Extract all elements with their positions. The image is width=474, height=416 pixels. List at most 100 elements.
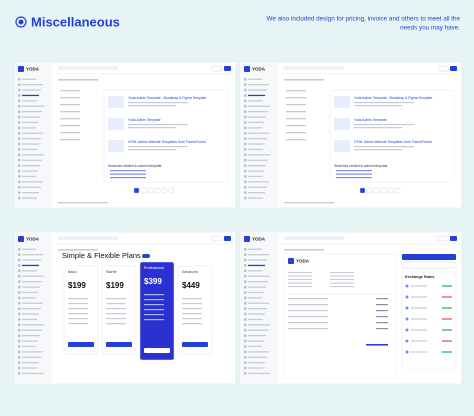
logo: YODA (252, 67, 266, 72)
sidebar (14, 62, 52, 208)
nav-icon (244, 280, 247, 283)
item-line (288, 310, 328, 312)
result-snippet (354, 146, 414, 148)
nav-item (248, 165, 266, 167)
nav-item (22, 345, 36, 348)
plan-card (177, 265, 213, 355)
nav-icon (244, 329, 247, 332)
page-btn (168, 187, 175, 194)
result-snippet (354, 124, 414, 126)
filter-line (286, 139, 306, 141)
nav-item (22, 308, 41, 310)
thumb (108, 140, 124, 152)
nav-icon (244, 153, 247, 157)
nav-icon (244, 350, 247, 354)
nav-icon (18, 105, 21, 108)
nav-icon (18, 366, 21, 370)
plan-feature (144, 309, 164, 311)
plan-feature (68, 323, 88, 325)
nav-item (22, 302, 43, 304)
nav-item (248, 186, 267, 188)
nav-icon (244, 366, 247, 370)
side-button (401, 261, 457, 269)
nav-icon (244, 137, 247, 140)
plan-price: $199 (106, 281, 124, 290)
nav-icon (18, 296, 21, 300)
nav-item (248, 192, 265, 194)
nav-icon (244, 275, 247, 278)
plan-feature (144, 314, 164, 316)
nav-icon (18, 153, 21, 157)
nav-icon (244, 339, 247, 343)
plan-name: Advanced (182, 270, 198, 274)
side-button (402, 254, 456, 260)
nav-item (248, 297, 262, 299)
thumb (334, 140, 350, 152)
search (58, 66, 118, 70)
nav-item (248, 259, 267, 261)
address-line (288, 286, 312, 288)
nav-icon (18, 307, 21, 310)
nav-icon (244, 253, 247, 256)
nav-item (248, 275, 270, 277)
nav-item (22, 148, 37, 151)
plan-card (63, 265, 99, 355)
nav-icon (244, 132, 247, 135)
nav-icon (244, 334, 247, 337)
nav-icon (244, 196, 247, 200)
nav-item (22, 154, 44, 156)
nav-item (22, 351, 43, 353)
nav-icon (18, 372, 21, 375)
nav-item (248, 138, 267, 140)
plan-feature (106, 308, 126, 310)
nav-item (248, 362, 265, 364)
nav-item (248, 116, 266, 118)
address-line (330, 279, 354, 281)
rate-line (411, 351, 427, 353)
page-btn (161, 187, 168, 194)
logo-mark (244, 66, 250, 72)
logo: YODA (252, 237, 266, 242)
nav-item (22, 291, 38, 294)
invoice-logo (288, 258, 294, 264)
related-line (336, 177, 372, 179)
plan-feature (106, 313, 126, 315)
nav-item (22, 281, 42, 283)
plan-price: $449 (182, 281, 200, 290)
rate-line (411, 307, 427, 309)
nav-item (22, 159, 42, 161)
plan-feature (182, 323, 202, 325)
nav-icon (18, 121, 21, 124)
nav-item (22, 111, 42, 113)
result-snippet (128, 124, 188, 126)
nav-icon (18, 186, 21, 189)
nav-icon (18, 350, 21, 354)
nav-icon (18, 148, 21, 151)
plan-card (101, 265, 137, 355)
topbar-btn-primary (224, 236, 231, 241)
nav-icon (18, 258, 21, 262)
page-btn (366, 187, 373, 194)
plan-feature (68, 318, 88, 320)
breadcrumb (284, 249, 324, 251)
plan-feature (106, 323, 126, 325)
nav-icon (18, 164, 21, 167)
topbar-btn (437, 235, 449, 242)
nav-item (248, 148, 263, 151)
filter-line (60, 125, 80, 127)
rate-line (411, 340, 427, 342)
filter-line (60, 111, 80, 113)
nav-item (248, 127, 262, 129)
nav-item (22, 275, 44, 277)
result-link: HTML Admin Website Templates from ThemeF… (354, 140, 432, 144)
rate-flag (405, 328, 409, 332)
nav-icon (244, 302, 247, 305)
nav-item (22, 100, 37, 102)
item-line (288, 298, 328, 300)
topbar-btn (211, 65, 223, 72)
plan-feature (68, 313, 88, 315)
sidebar (240, 62, 278, 208)
nav-item (248, 132, 269, 134)
address-line (288, 279, 312, 281)
